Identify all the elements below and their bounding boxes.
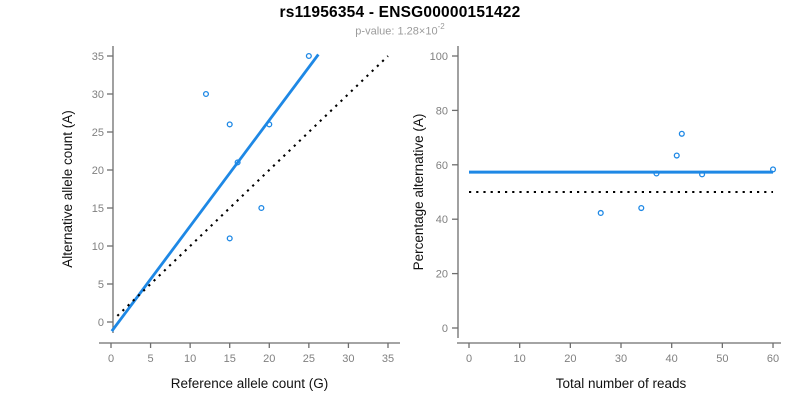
x-tick-label: 35 [382, 353, 394, 365]
y-tick-label: 40 [436, 214, 448, 226]
x-tick-label: 0 [466, 353, 472, 365]
data-point [202, 90, 210, 98]
y-tick-label: 35 [92, 51, 104, 63]
data-point [597, 209, 604, 216]
data-point [678, 130, 685, 137]
data-point [266, 121, 273, 128]
p-value-subtitle: p-value: 1.28×10-2 [0, 22, 800, 38]
p-value-exponent: -2 [437, 22, 445, 31]
data-point [699, 171, 706, 178]
x-tick-label: 15 [224, 353, 236, 365]
allele-count-scatter: 0 5 10 15 20 25 30 35 0 5 10 15 20 25 30 35 Reference al… [60, 46, 400, 391]
data-point [258, 204, 265, 212]
data-point [638, 204, 645, 212]
x-axis-title: Total number of reads [556, 376, 687, 391]
data-point [653, 170, 660, 177]
data-point [305, 52, 312, 60]
y-tick-label: 20 [436, 269, 448, 281]
x-tick-label: 40 [666, 353, 678, 365]
data-point [234, 159, 241, 166]
x-tick-label: 30 [615, 353, 627, 365]
p-value-text: p-value: 1.28×10 [355, 25, 438, 38]
y-tick-label: 100 [430, 51, 448, 63]
percentage-vs-reads-scatter: 0 10 20 30 40 50 60 0 20 40 60 80 100 Total number of… [411, 46, 781, 391]
x-tick-label: 25 [303, 353, 315, 365]
x-axis-title: Reference allele count (G) [171, 376, 329, 391]
y-tick-label: 0 [98, 317, 104, 329]
fit-line [110, 53, 320, 332]
x-tick-label: 20 [263, 353, 275, 365]
y-tick-label: 30 [92, 89, 104, 101]
y-tick-label: 60 [436, 160, 448, 172]
data-point [226, 235, 233, 242]
y-tick-label: 80 [436, 105, 448, 117]
y-tick-label: 20 [92, 165, 104, 177]
y-tick-label: 15 [92, 203, 104, 215]
y-axis-title: Percentage alternative (A) [411, 114, 426, 271]
x-tick-label: 50 [716, 353, 728, 365]
page-title: rs11956354 - ENSG00000151422 [279, 4, 521, 21]
y-tick-label: 5 [98, 279, 104, 291]
y-axis-title: Alternative allele count (A) [60, 110, 75, 268]
x-tick-label: 0 [108, 353, 114, 365]
identity-line [116, 55, 389, 317]
x-tick-label: 5 [148, 353, 154, 365]
x-tick-label: 30 [342, 353, 354, 365]
x-tick-label: 60 [767, 353, 779, 365]
x-tick-label: 10 [514, 353, 526, 365]
y-tick-label: 0 [442, 323, 448, 335]
x-tick-label: 10 [184, 353, 196, 365]
x-tick-label: 20 [564, 353, 576, 365]
y-tick-label: 25 [92, 127, 104, 139]
data-point [769, 166, 777, 173]
data-point [226, 121, 233, 128]
y-tick-label: 10 [92, 241, 104, 253]
data-point [673, 152, 680, 159]
